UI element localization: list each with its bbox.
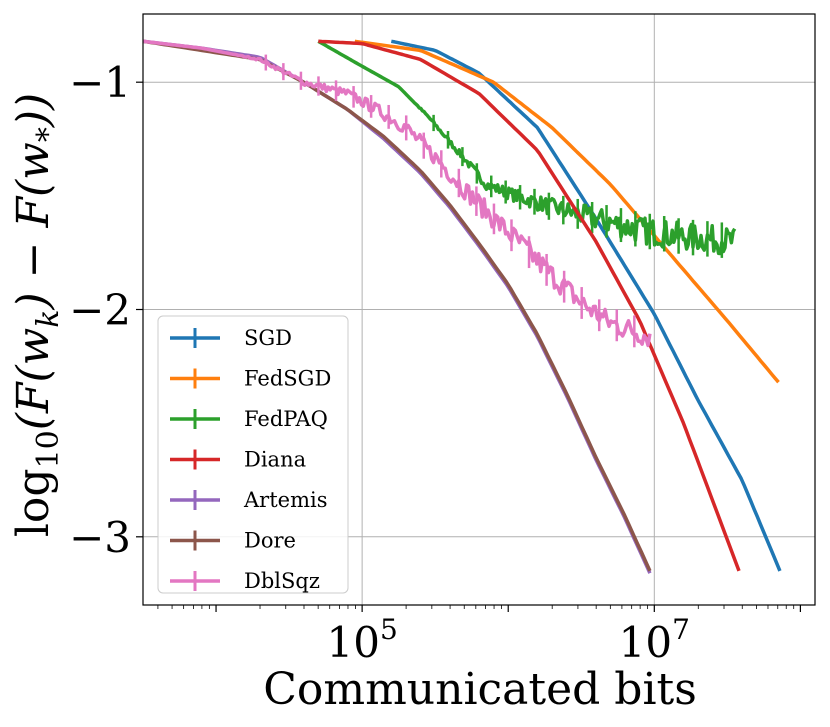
legend-item: Diana (170, 448, 306, 472)
series-line (354, 39, 780, 384)
y-ticks: −1 −2 −3 (69, 58, 143, 562)
legend-item: DblSqz (170, 569, 320, 593)
series-line (390, 39, 782, 572)
series-line (318, 39, 741, 572)
series-dblsqz (142, 39, 652, 348)
legend: SGD FedSGD FedPAQ Diana Artemis Dore DblSqz (157, 315, 349, 594)
x-axis-label: Communicated bits (263, 664, 697, 715)
series-line (142, 39, 652, 348)
x-tick-label: 107 (619, 613, 690, 667)
series-layer (142, 39, 782, 574)
y-tick-label: −1 (69, 58, 131, 107)
legend-label: FedSGD (244, 367, 331, 391)
legend-label: Dore (244, 529, 296, 553)
legend-label: Diana (244, 448, 306, 472)
series-fedsgd (354, 39, 780, 384)
series-fedpaq (317, 39, 737, 258)
legend-label: FedPAQ (244, 407, 328, 431)
series-line (317, 39, 737, 256)
y-axis-label: log10(F(wk) − F(w*)) (8, 93, 66, 537)
series-sgd (390, 39, 782, 572)
legend-item: FedSGD (170, 367, 331, 391)
legend-label: DblSqz (244, 569, 320, 593)
x-ticks: 105 107 (157, 605, 801, 667)
legend-label: Artemis (243, 488, 327, 512)
x-tick-label: 105 (326, 613, 397, 667)
legend-item: SGD (170, 326, 292, 350)
y-tick-label: −3 (69, 513, 131, 562)
legend-box (157, 315, 349, 594)
legend-label: SGD (244, 326, 292, 350)
legend-item: Dore (170, 529, 296, 553)
legend-item: Artemis (170, 488, 327, 512)
y-tick-label: −2 (69, 286, 131, 335)
series-diana (318, 39, 741, 572)
legend-item: FedPAQ (170, 407, 328, 431)
